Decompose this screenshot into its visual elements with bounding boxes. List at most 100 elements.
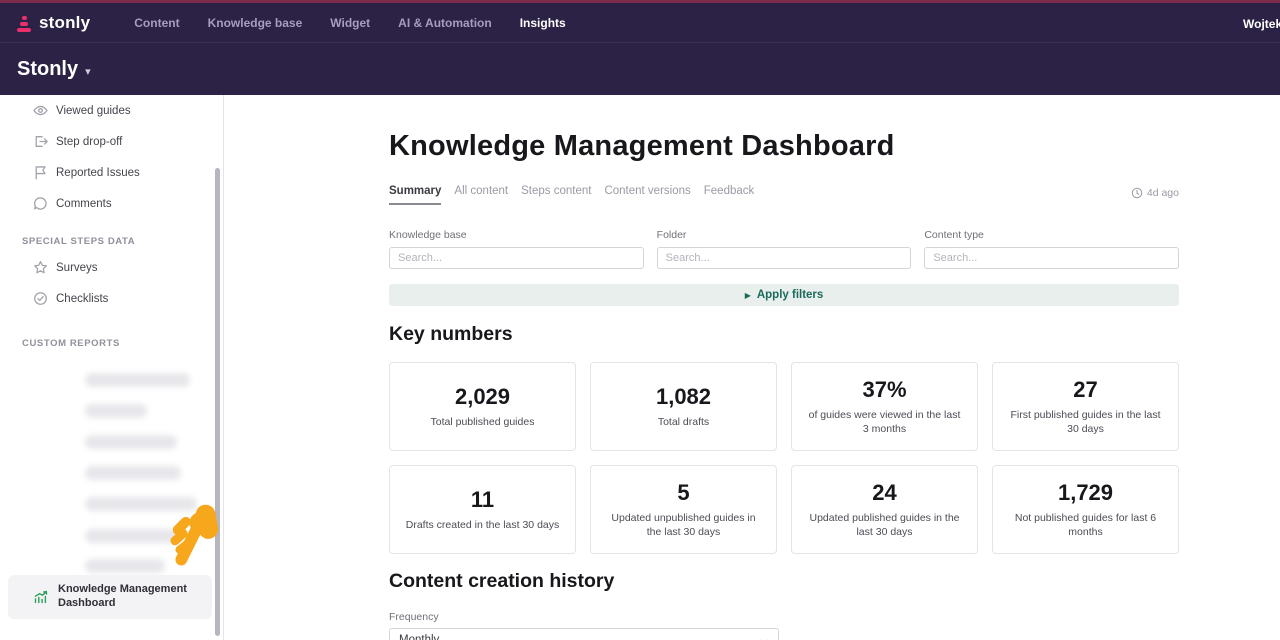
redacted-report-item[interactable] [85,404,147,418]
tab-content-versions[interactable]: Content versions [604,185,691,197]
sidebar-scrollbar[interactable] [215,168,220,636]
tabs: Summary All content Steps content Conten… [389,185,1131,205]
play-triangle-icon: ▶ [744,290,751,300]
tab-summary[interactable]: Summary [389,185,442,205]
stat-card: 1,729 Not published guides for last 6 mo… [992,465,1179,554]
chart-icon [33,589,49,605]
stat-label: Total published guides [430,415,535,428]
nav-item-widget[interactable]: Widget [330,15,371,30]
content-type-search-input[interactable] [924,247,1180,269]
stat-label: of guides were viewed in the last 3 mont… [808,408,961,435]
stat-value: 1,082 [655,383,712,409]
stat-label: Total drafts [657,415,710,428]
clock-icon [1131,187,1143,199]
workspace-caret-icon[interactable]: ▾ [85,65,91,78]
stat-value: 1,729 [1057,479,1114,505]
stat-value: 2,029 [454,383,511,409]
stat-value: 11 [470,486,495,512]
user-menu[interactable]: Wojtek B [1243,17,1280,31]
redacted-reports-list [0,370,223,573]
top-navigation-bar: stonly Content Knowledge base Widget AI … [0,3,1280,42]
last-updated-text: 4d ago [1146,187,1179,199]
sidebar-item-label: Knowledge Management Dashboard [58,583,187,609]
stat-card: 5 Updated unpublished guides in the last… [590,465,777,554]
sidebar-item-viewed-guides[interactable]: Viewed guides [0,95,223,126]
filter-knowledge-base: Knowledge base [389,229,644,269]
sidebar-item-reported-issues[interactable]: Reported Issues [0,157,223,188]
stat-value: 5 [677,479,690,505]
workspace-name[interactable]: Stonly [17,57,79,80]
last-updated: 4d ago [1131,187,1179,205]
sidebar-item-label: Checklists [56,292,109,305]
eye-icon [33,103,48,118]
key-numbers-heading: Key numbers [389,323,513,345]
check-circle-icon [33,291,48,306]
main-content: Knowledge Management Dashboard Summary A… [224,95,1280,640]
nav-item-insights[interactable]: Insights [519,15,566,30]
workspace-bar: Stonly ▾ [0,42,1280,95]
sidebar: Viewed guides Step drop-off Reported Iss… [0,95,224,640]
frequency-label: Frequency [389,611,439,623]
drop-off-icon [33,134,48,149]
tab-steps-content[interactable]: Steps content [521,185,592,197]
content-history-heading: Content creation history [389,570,615,592]
tabs-row: Summary All content Steps content Conten… [389,185,1179,205]
sidebar-item-comments[interactable]: Comments [0,188,223,219]
redacted-report-item[interactable] [85,466,181,480]
stat-card: 11 Drafts created in the last 30 days [389,465,576,554]
nav-item-ai-automation[interactable]: AI & Automation [398,15,492,30]
stat-value: 27 [1073,376,1098,402]
stat-card: 27 First published guides in the last 30… [992,362,1179,451]
stonly-logo[interactable]: stonly [16,12,104,34]
tab-feedback[interactable]: Feedback [703,185,755,197]
sidebar-item-knowledge-management-dashboard[interactable]: Knowledge Management Dashboard [8,575,212,619]
redacted-report-item[interactable] [85,435,177,449]
redacted-report-item[interactable] [85,497,197,511]
knowledge-base-search-input[interactable] [389,247,644,269]
stat-label: Drafts created in the last 30 days [405,518,560,531]
sidebar-item-checklists[interactable]: Checklists [0,283,223,314]
stonly-logo-icon [16,15,34,33]
apply-filters-label: Apply filters [756,289,824,301]
star-icon [33,260,48,275]
key-numbers-grid: 2,029 Total published guides 1,082 Total… [389,362,1179,554]
frequency-value: Monthly [399,634,440,640]
comment-icon [33,196,48,211]
stat-card: 37% of guides were viewed in the last 3 … [791,362,978,451]
sidebar-section-special-steps: SPECIAL STEPS DATA [22,236,136,247]
sidebar-item-label: Viewed guides [56,104,131,117]
frequency-select[interactable]: Monthly [389,628,779,640]
tab-all-content[interactable]: All content [454,185,509,197]
stat-label: First published guides in the last 30 da… [1010,408,1161,435]
apply-filters-button[interactable]: ▶ Apply filters [389,284,1179,306]
filter-label: Folder [656,229,687,241]
ukraine-flag-icon [93,13,104,21]
redacted-report-item[interactable] [85,559,165,573]
nav-item-content[interactable]: Content [134,15,180,30]
stat-card: 24 Updated published guides in the last … [791,465,978,554]
sidebar-item-label: Surveys [56,261,98,274]
stat-label: Updated published guides in the last 30 … [809,511,960,538]
stat-label: Not published guides for last 6 months [1014,511,1157,538]
window-top-edge [0,0,1280,3]
filter-label: Content type [924,229,984,241]
flag-icon [33,165,48,180]
page-title: Knowledge Management Dashboard [389,130,895,162]
folder-search-input[interactable] [656,247,912,269]
stat-label: Updated unpublished guides in the last 3… [611,511,756,538]
top-nav-menu: Content Knowledge base Widget AI & Autom… [134,16,565,30]
nav-item-knowledge-base[interactable]: Knowledge base [207,15,303,30]
sidebar-item-label: Comments [56,197,112,210]
redacted-report-item[interactable] [85,373,190,387]
stonly-logo-text: stonly [39,12,91,32]
stat-card: 1,082 Total drafts [590,362,777,451]
redacted-report-item[interactable] [85,529,181,543]
filter-label: Knowledge base [389,229,467,241]
stat-value: 24 [872,479,897,505]
sidebar-item-label: Step drop-off [56,135,123,148]
sidebar-item-step-drop-off[interactable]: Step drop-off [0,126,223,157]
sidebar-item-surveys[interactable]: Surveys [0,252,223,283]
filter-content-type: Content type [924,229,1180,269]
sidebar-item-label: Reported Issues [56,166,140,179]
stat-card: 2,029 Total published guides [389,362,576,451]
